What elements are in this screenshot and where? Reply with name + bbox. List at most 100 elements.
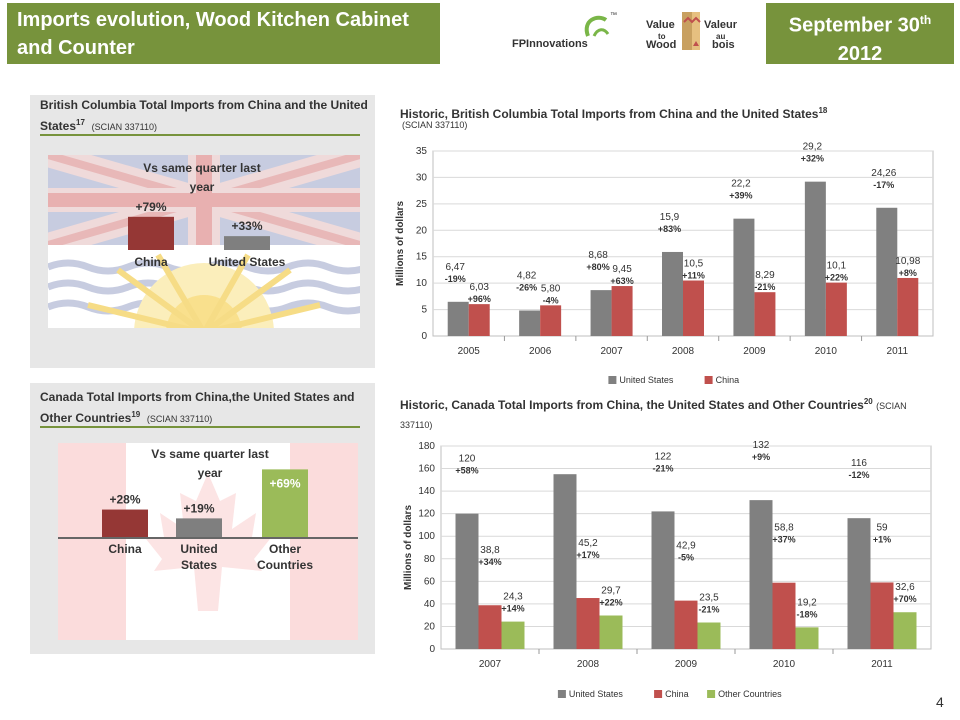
data-label: 116: [851, 458, 867, 469]
bar: [662, 251, 683, 336]
data-label: 24,3: [503, 592, 523, 603]
change-label: +8%: [899, 268, 917, 278]
ca-panel-title: Canada Total Imports from China,the Unit…: [40, 390, 355, 425]
x-tick-label: 2010: [773, 659, 796, 670]
x-tick-label: 2007: [479, 659, 502, 670]
logo2-au: au: [716, 32, 726, 41]
change-label: -5%: [678, 553, 694, 563]
x-tick-label: 2011: [887, 346, 909, 357]
logo2-valeur: Valeur: [704, 19, 738, 31]
y-tick-label: 10: [416, 278, 428, 289]
bc-chart-subtitle: (SCIAN 337110): [402, 120, 468, 130]
bar: [447, 301, 469, 336]
data-label: 122: [655, 451, 672, 462]
mini-change-label: +19%: [183, 501, 214, 515]
x-tick-label: 2009: [675, 659, 698, 670]
x-tick-label: 2005: [458, 346, 481, 357]
data-label: 45,2: [578, 538, 598, 549]
data-label: 58,8: [774, 523, 794, 534]
legend-label: China: [716, 375, 740, 385]
change-label: -17%: [873, 180, 894, 190]
change-label: -19%: [445, 274, 466, 284]
canada-flag-icon: [58, 443, 358, 640]
page-title: Imports evolution, Wood Kitchen Cabinet …: [7, 3, 440, 64]
bar: [897, 277, 919, 336]
y-tick-label: 30: [416, 172, 428, 183]
fpinnovations-leaf-icon: [584, 15, 610, 37]
bar: [697, 622, 721, 649]
change-label: +37%: [772, 535, 795, 545]
x-tick-label: 2010: [815, 346, 838, 357]
report-date-sup: th: [919, 13, 932, 27]
change-label: -4%: [543, 295, 559, 305]
ca-panel-rule: [40, 426, 360, 428]
bar: [804, 181, 826, 336]
y-axis-title: Millions of dollars: [403, 505, 414, 590]
legend-swatch: [608, 376, 617, 384]
y-tick-label: 40: [424, 599, 436, 610]
mini-category-label: China: [108, 542, 142, 556]
logo2-wood: Wood: [646, 39, 677, 51]
bar: [455, 513, 479, 649]
page-number: 4: [936, 694, 944, 710]
change-label: +1%: [873, 534, 891, 544]
change-label: +63%: [610, 276, 633, 286]
y-tick-label: 0: [429, 644, 435, 655]
data-label: 10,5: [684, 259, 704, 270]
fpinnovations-tm: ™: [610, 12, 617, 19]
mini-bar: [128, 216, 174, 250]
legend-label: Other Countries: [718, 689, 782, 699]
mini-caption: Vs same quarter last: [143, 161, 260, 175]
data-label: 8,29: [755, 270, 775, 281]
change-label: +70%: [893, 594, 916, 604]
change-label: -12%: [848, 470, 869, 480]
change-label: +29%: [553, 434, 576, 436]
change-label: +22%: [825, 273, 848, 283]
bar: [893, 612, 917, 649]
data-label: 10,98: [895, 256, 920, 267]
mini-change-label: +28%: [109, 493, 140, 507]
change-label: +34%: [478, 557, 501, 567]
legend-swatch: [707, 690, 716, 698]
x-tick-label: 2008: [577, 659, 600, 670]
ca-flag-chart: +28% China +19% United States +69% Other Countr…: [58, 443, 358, 640]
bar: [599, 615, 623, 649]
legend-swatch: [704, 376, 713, 384]
data-label: 6,03: [469, 282, 489, 293]
bc-flag-chart: +79% China +33% United States Vs same quarte…: [48, 155, 360, 328]
change-label: -21%: [698, 604, 719, 614]
data-label: 5,80: [541, 283, 561, 294]
change-label: +39%: [729, 191, 752, 201]
bar: [870, 582, 894, 649]
bar: [651, 511, 675, 649]
bar: [876, 207, 898, 336]
bar: [749, 500, 773, 649]
bar: [501, 621, 525, 649]
ca-chart-title: Historic, Canada Total Imports from Chin…: [400, 397, 907, 430]
ca-mini-bars: +28% China +19% United States +69% Other Countr…: [102, 447, 313, 572]
bar: [772, 582, 796, 649]
mini-category-label: Other: [269, 542, 301, 556]
mini-caption: year: [198, 466, 223, 480]
change-label: +83%: [658, 224, 681, 234]
bar: [683, 280, 704, 336]
bar: [754, 292, 776, 336]
x-tick-label: 2007: [600, 346, 623, 357]
change-label: +96%: [468, 294, 491, 304]
logo2-to: to: [658, 32, 666, 41]
y-tick-label: 5: [421, 305, 427, 316]
mini-change-label: +69%: [269, 476, 300, 490]
change-label: +11%: [682, 271, 705, 281]
data-label: 22,2: [731, 179, 751, 190]
bar: [733, 218, 755, 336]
mini-category-label: United: [180, 542, 217, 556]
data-label: 15,9: [660, 212, 680, 223]
change-label: -21%: [754, 282, 775, 292]
mini-change-label: +33%: [231, 219, 262, 233]
mini-category-label: States: [181, 558, 217, 572]
bar: [611, 286, 633, 336]
data-label: 38,8: [480, 545, 500, 556]
bar: [468, 304, 490, 336]
bc-panel-rule: [40, 134, 360, 136]
mini-change-label: +79%: [135, 200, 166, 214]
